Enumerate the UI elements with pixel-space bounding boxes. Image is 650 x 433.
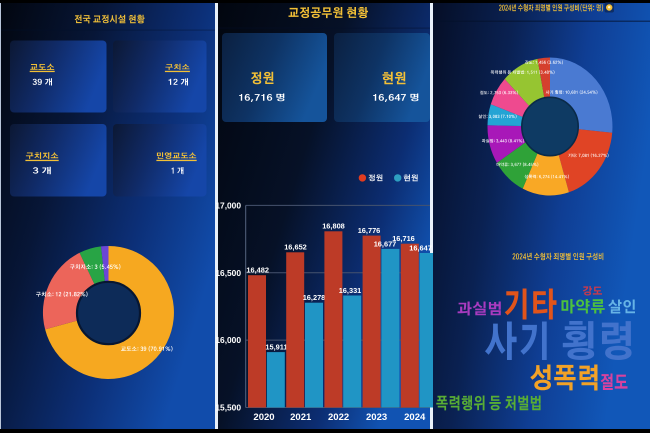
svg-text:2020: 2020 bbox=[253, 412, 274, 423]
svg-text:2022: 2022 bbox=[328, 412, 349, 423]
svg-text:16,278: 16,278 bbox=[303, 293, 326, 302]
svg-text:16,482: 16,482 bbox=[246, 266, 269, 275]
svg-text:2024: 2024 bbox=[404, 412, 426, 423]
svg-text:16,500: 16,500 bbox=[215, 268, 241, 278]
svg-text:2023: 2023 bbox=[366, 412, 387, 423]
svg-text:16,776: 16,776 bbox=[358, 226, 381, 235]
svg-text:16,677: 16,677 bbox=[374, 239, 397, 248]
svg-text:16,331: 16,331 bbox=[339, 286, 362, 295]
svg-text:17,000: 17,000 bbox=[215, 200, 241, 210]
svg-text:16,652: 16,652 bbox=[284, 243, 307, 252]
svg-text:2021: 2021 bbox=[290, 412, 312, 423]
svg-text:16,647: 16,647 bbox=[409, 243, 432, 252]
svg-text:16,808: 16,808 bbox=[322, 222, 345, 231]
svg-text:15,911: 15,911 bbox=[265, 343, 287, 352]
svg-text:16,716: 16,716 bbox=[392, 234, 415, 243]
svg-text:16,000: 16,000 bbox=[215, 335, 241, 345]
svg-text:15,500: 15,500 bbox=[215, 403, 241, 413]
